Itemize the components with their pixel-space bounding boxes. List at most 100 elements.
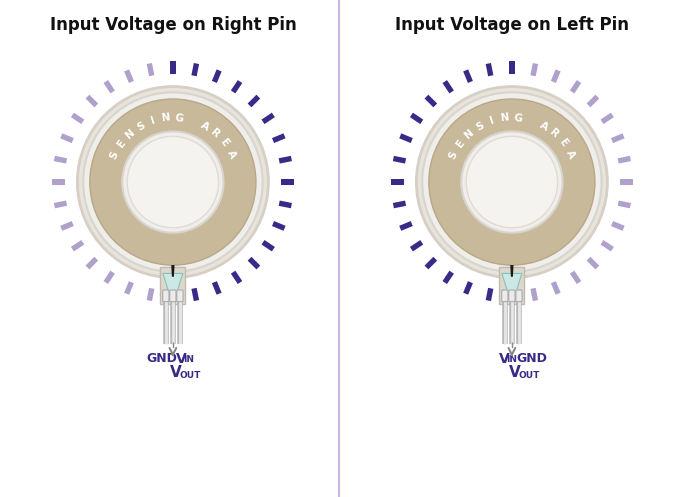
Text: R: R	[209, 127, 222, 140]
Polygon shape	[485, 63, 494, 76]
Polygon shape	[424, 95, 437, 107]
Polygon shape	[71, 240, 84, 251]
Circle shape	[83, 92, 262, 272]
Text: V: V	[499, 352, 510, 366]
Text: E: E	[218, 138, 231, 149]
Polygon shape	[231, 80, 242, 93]
Text: R: R	[548, 127, 561, 140]
Polygon shape	[463, 281, 473, 295]
FancyBboxPatch shape	[177, 290, 183, 302]
Polygon shape	[509, 61, 515, 74]
Polygon shape	[443, 80, 454, 93]
Polygon shape	[54, 156, 67, 164]
Polygon shape	[85, 95, 98, 107]
Polygon shape	[601, 113, 614, 124]
Polygon shape	[124, 70, 134, 83]
Polygon shape	[272, 133, 285, 143]
Polygon shape	[410, 113, 423, 124]
Text: S: S	[475, 120, 486, 132]
Polygon shape	[443, 271, 454, 284]
Text: S: S	[136, 120, 147, 132]
Polygon shape	[620, 179, 633, 185]
FancyBboxPatch shape	[502, 290, 508, 302]
Text: G: G	[175, 113, 184, 123]
Polygon shape	[551, 70, 561, 83]
Polygon shape	[551, 281, 561, 295]
Polygon shape	[570, 80, 581, 93]
Text: OUT: OUT	[518, 371, 540, 380]
Polygon shape	[279, 156, 292, 164]
Polygon shape	[500, 267, 524, 304]
Polygon shape	[212, 281, 222, 295]
Circle shape	[422, 92, 601, 272]
Polygon shape	[393, 156, 406, 164]
Polygon shape	[618, 156, 631, 164]
Polygon shape	[85, 257, 98, 269]
Polygon shape	[104, 271, 115, 284]
Circle shape	[89, 99, 256, 265]
FancyBboxPatch shape	[170, 290, 176, 302]
Text: I: I	[150, 115, 157, 126]
Text: I: I	[489, 115, 496, 126]
Polygon shape	[502, 273, 522, 296]
Polygon shape	[601, 240, 614, 251]
Polygon shape	[611, 221, 624, 231]
FancyBboxPatch shape	[163, 290, 169, 302]
Text: N: N	[124, 127, 137, 140]
Polygon shape	[124, 281, 134, 295]
Circle shape	[127, 136, 218, 228]
Polygon shape	[530, 288, 538, 301]
Polygon shape	[391, 179, 403, 185]
Text: GND: GND	[516, 352, 547, 365]
Text: E: E	[115, 138, 127, 149]
Polygon shape	[393, 201, 406, 208]
FancyBboxPatch shape	[508, 290, 515, 302]
Circle shape	[122, 131, 224, 233]
Polygon shape	[586, 95, 599, 107]
Polygon shape	[399, 221, 413, 231]
Text: S: S	[108, 149, 121, 161]
Text: S: S	[447, 149, 460, 161]
Polygon shape	[71, 113, 84, 124]
Title: Input Voltage on Right Pin: Input Voltage on Right Pin	[49, 16, 296, 34]
FancyBboxPatch shape	[516, 290, 522, 302]
Polygon shape	[163, 273, 183, 296]
Text: A: A	[538, 120, 550, 132]
Text: A: A	[564, 149, 576, 161]
Polygon shape	[611, 133, 624, 143]
Polygon shape	[60, 221, 74, 231]
Polygon shape	[170, 61, 176, 74]
Polygon shape	[410, 240, 423, 251]
Polygon shape	[399, 133, 413, 143]
Text: E: E	[557, 138, 570, 149]
Polygon shape	[104, 80, 115, 93]
Polygon shape	[530, 63, 538, 76]
Polygon shape	[54, 201, 67, 208]
Circle shape	[428, 99, 595, 265]
Polygon shape	[170, 290, 176, 303]
Polygon shape	[146, 288, 155, 301]
Polygon shape	[509, 290, 515, 303]
Polygon shape	[586, 257, 599, 269]
Polygon shape	[247, 95, 260, 107]
Polygon shape	[463, 70, 473, 83]
Polygon shape	[485, 288, 494, 301]
Text: A: A	[199, 120, 211, 132]
Polygon shape	[511, 265, 513, 277]
Polygon shape	[60, 133, 74, 143]
Polygon shape	[279, 201, 292, 208]
Polygon shape	[212, 70, 222, 83]
Polygon shape	[570, 271, 581, 284]
Polygon shape	[618, 201, 631, 208]
Text: N: N	[500, 113, 510, 123]
Polygon shape	[161, 267, 185, 304]
Polygon shape	[191, 288, 199, 301]
Text: V: V	[176, 352, 186, 366]
Text: N: N	[463, 127, 476, 140]
Text: OUT: OUT	[179, 371, 201, 380]
Polygon shape	[247, 257, 260, 269]
Circle shape	[466, 136, 557, 228]
Circle shape	[77, 86, 268, 277]
Circle shape	[416, 86, 607, 277]
Polygon shape	[52, 179, 64, 185]
